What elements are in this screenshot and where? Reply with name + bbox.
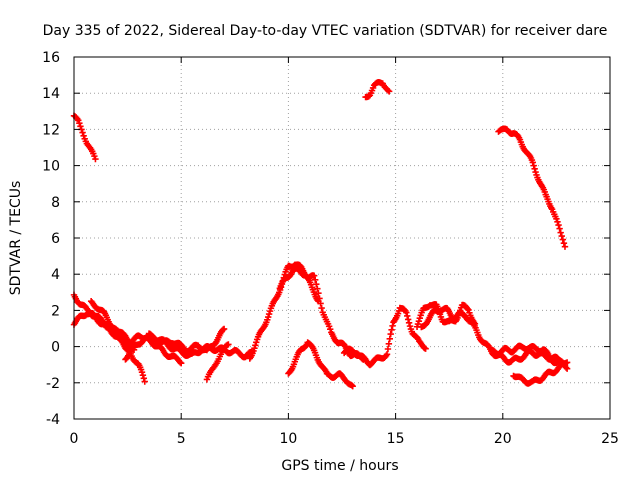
y-tick-label: 10 <box>42 159 60 175</box>
data-point <box>386 335 393 342</box>
series-arc-n <box>340 304 429 369</box>
data-point <box>554 218 561 225</box>
data-point <box>556 225 563 232</box>
data-point <box>406 322 414 330</box>
y-tick-label: -4 <box>46 412 60 428</box>
data-layer <box>70 79 571 390</box>
data-point <box>312 276 319 283</box>
series-arc-m <box>285 339 356 390</box>
data-point <box>555 221 562 229</box>
y-tick-label: -2 <box>46 376 60 392</box>
x-tick-label: 10 <box>279 431 297 447</box>
data-point <box>384 87 392 94</box>
data-point <box>252 342 259 349</box>
x-axis-label: GPS time / hours <box>281 458 398 474</box>
data-point <box>349 382 356 390</box>
data-point <box>138 368 146 376</box>
data-point <box>558 232 565 240</box>
data-point <box>91 152 98 160</box>
series-arc-r <box>510 361 569 387</box>
series-arc-e <box>70 309 138 354</box>
data-point <box>471 320 479 328</box>
data-point <box>387 330 394 338</box>
data-point <box>139 371 147 379</box>
data-point <box>383 351 391 358</box>
data-point <box>327 325 334 333</box>
x-tick-label: 20 <box>494 431 512 447</box>
series-arc-b <box>362 79 393 101</box>
data-point <box>314 285 321 292</box>
data-point <box>80 132 87 140</box>
series-arc-c <box>495 125 569 250</box>
x-tick-label: 5 <box>177 431 186 447</box>
data-point <box>141 378 148 385</box>
data-point <box>531 165 538 173</box>
data-point <box>315 289 322 297</box>
data-point <box>557 229 564 236</box>
data-point <box>178 360 185 367</box>
y-tick-label: 4 <box>51 267 60 283</box>
grid-layer <box>74 57 610 419</box>
data-point <box>560 240 568 247</box>
series-arc-i <box>122 334 185 367</box>
data-point <box>318 304 325 312</box>
data-point <box>388 326 395 334</box>
chart-title: Day 335 of 2022, Sidereal Day-to-day VTE… <box>43 23 608 39</box>
series-arc-f <box>87 298 133 347</box>
data-point <box>385 88 393 95</box>
data-point <box>464 305 471 313</box>
data-point <box>79 129 86 136</box>
y-axis-label: SDTVAR / TECUs <box>8 181 24 296</box>
series-arc-p <box>413 301 479 330</box>
data-point <box>559 236 567 243</box>
data-point <box>403 309 410 316</box>
data-point <box>348 382 356 389</box>
series-arc-h <box>145 330 256 361</box>
y-tick-label: 0 <box>51 340 60 356</box>
data-point <box>314 296 321 304</box>
y-tick-label: 16 <box>42 50 60 66</box>
data-point <box>404 312 411 320</box>
data-point <box>140 375 148 382</box>
data-point <box>561 361 569 369</box>
data-point <box>415 317 423 325</box>
data-point <box>220 325 228 333</box>
data-point <box>225 341 232 348</box>
y-tick-label: 14 <box>42 86 60 102</box>
data-point <box>315 298 322 305</box>
data-point <box>563 365 571 372</box>
data-point <box>404 316 412 323</box>
y-tick-label: 6 <box>51 231 60 247</box>
series-arc-l <box>276 265 322 305</box>
data-point <box>265 310 273 318</box>
data-point <box>251 345 258 352</box>
y-tick-label: 8 <box>51 195 60 211</box>
data-point <box>310 272 318 279</box>
data-point <box>389 322 396 330</box>
data-point <box>532 168 539 176</box>
tick-layer: 0 5 10 15 20 25 -4 -2 0 2 4 6 8 10 12 14 16 <box>42 50 619 447</box>
data-point <box>76 119 83 127</box>
y-tick-label: 2 <box>51 303 60 319</box>
data-point <box>92 155 99 163</box>
data-point <box>384 345 392 353</box>
y-tick-label: 12 <box>42 122 60 138</box>
series-arc-q <box>488 342 571 372</box>
data-point <box>264 313 272 321</box>
data-point <box>530 162 537 169</box>
x-tick-label: 0 <box>70 431 79 447</box>
series-arc-j <box>203 341 232 383</box>
data-point <box>385 340 393 347</box>
data-point <box>405 319 413 327</box>
x-tick-label: 25 <box>601 431 619 447</box>
series-arc-a <box>70 112 99 163</box>
data-point <box>77 123 84 130</box>
data-point <box>422 345 429 352</box>
data-point <box>529 159 537 166</box>
data-point <box>561 243 569 250</box>
x-tick-label: 15 <box>387 431 405 447</box>
